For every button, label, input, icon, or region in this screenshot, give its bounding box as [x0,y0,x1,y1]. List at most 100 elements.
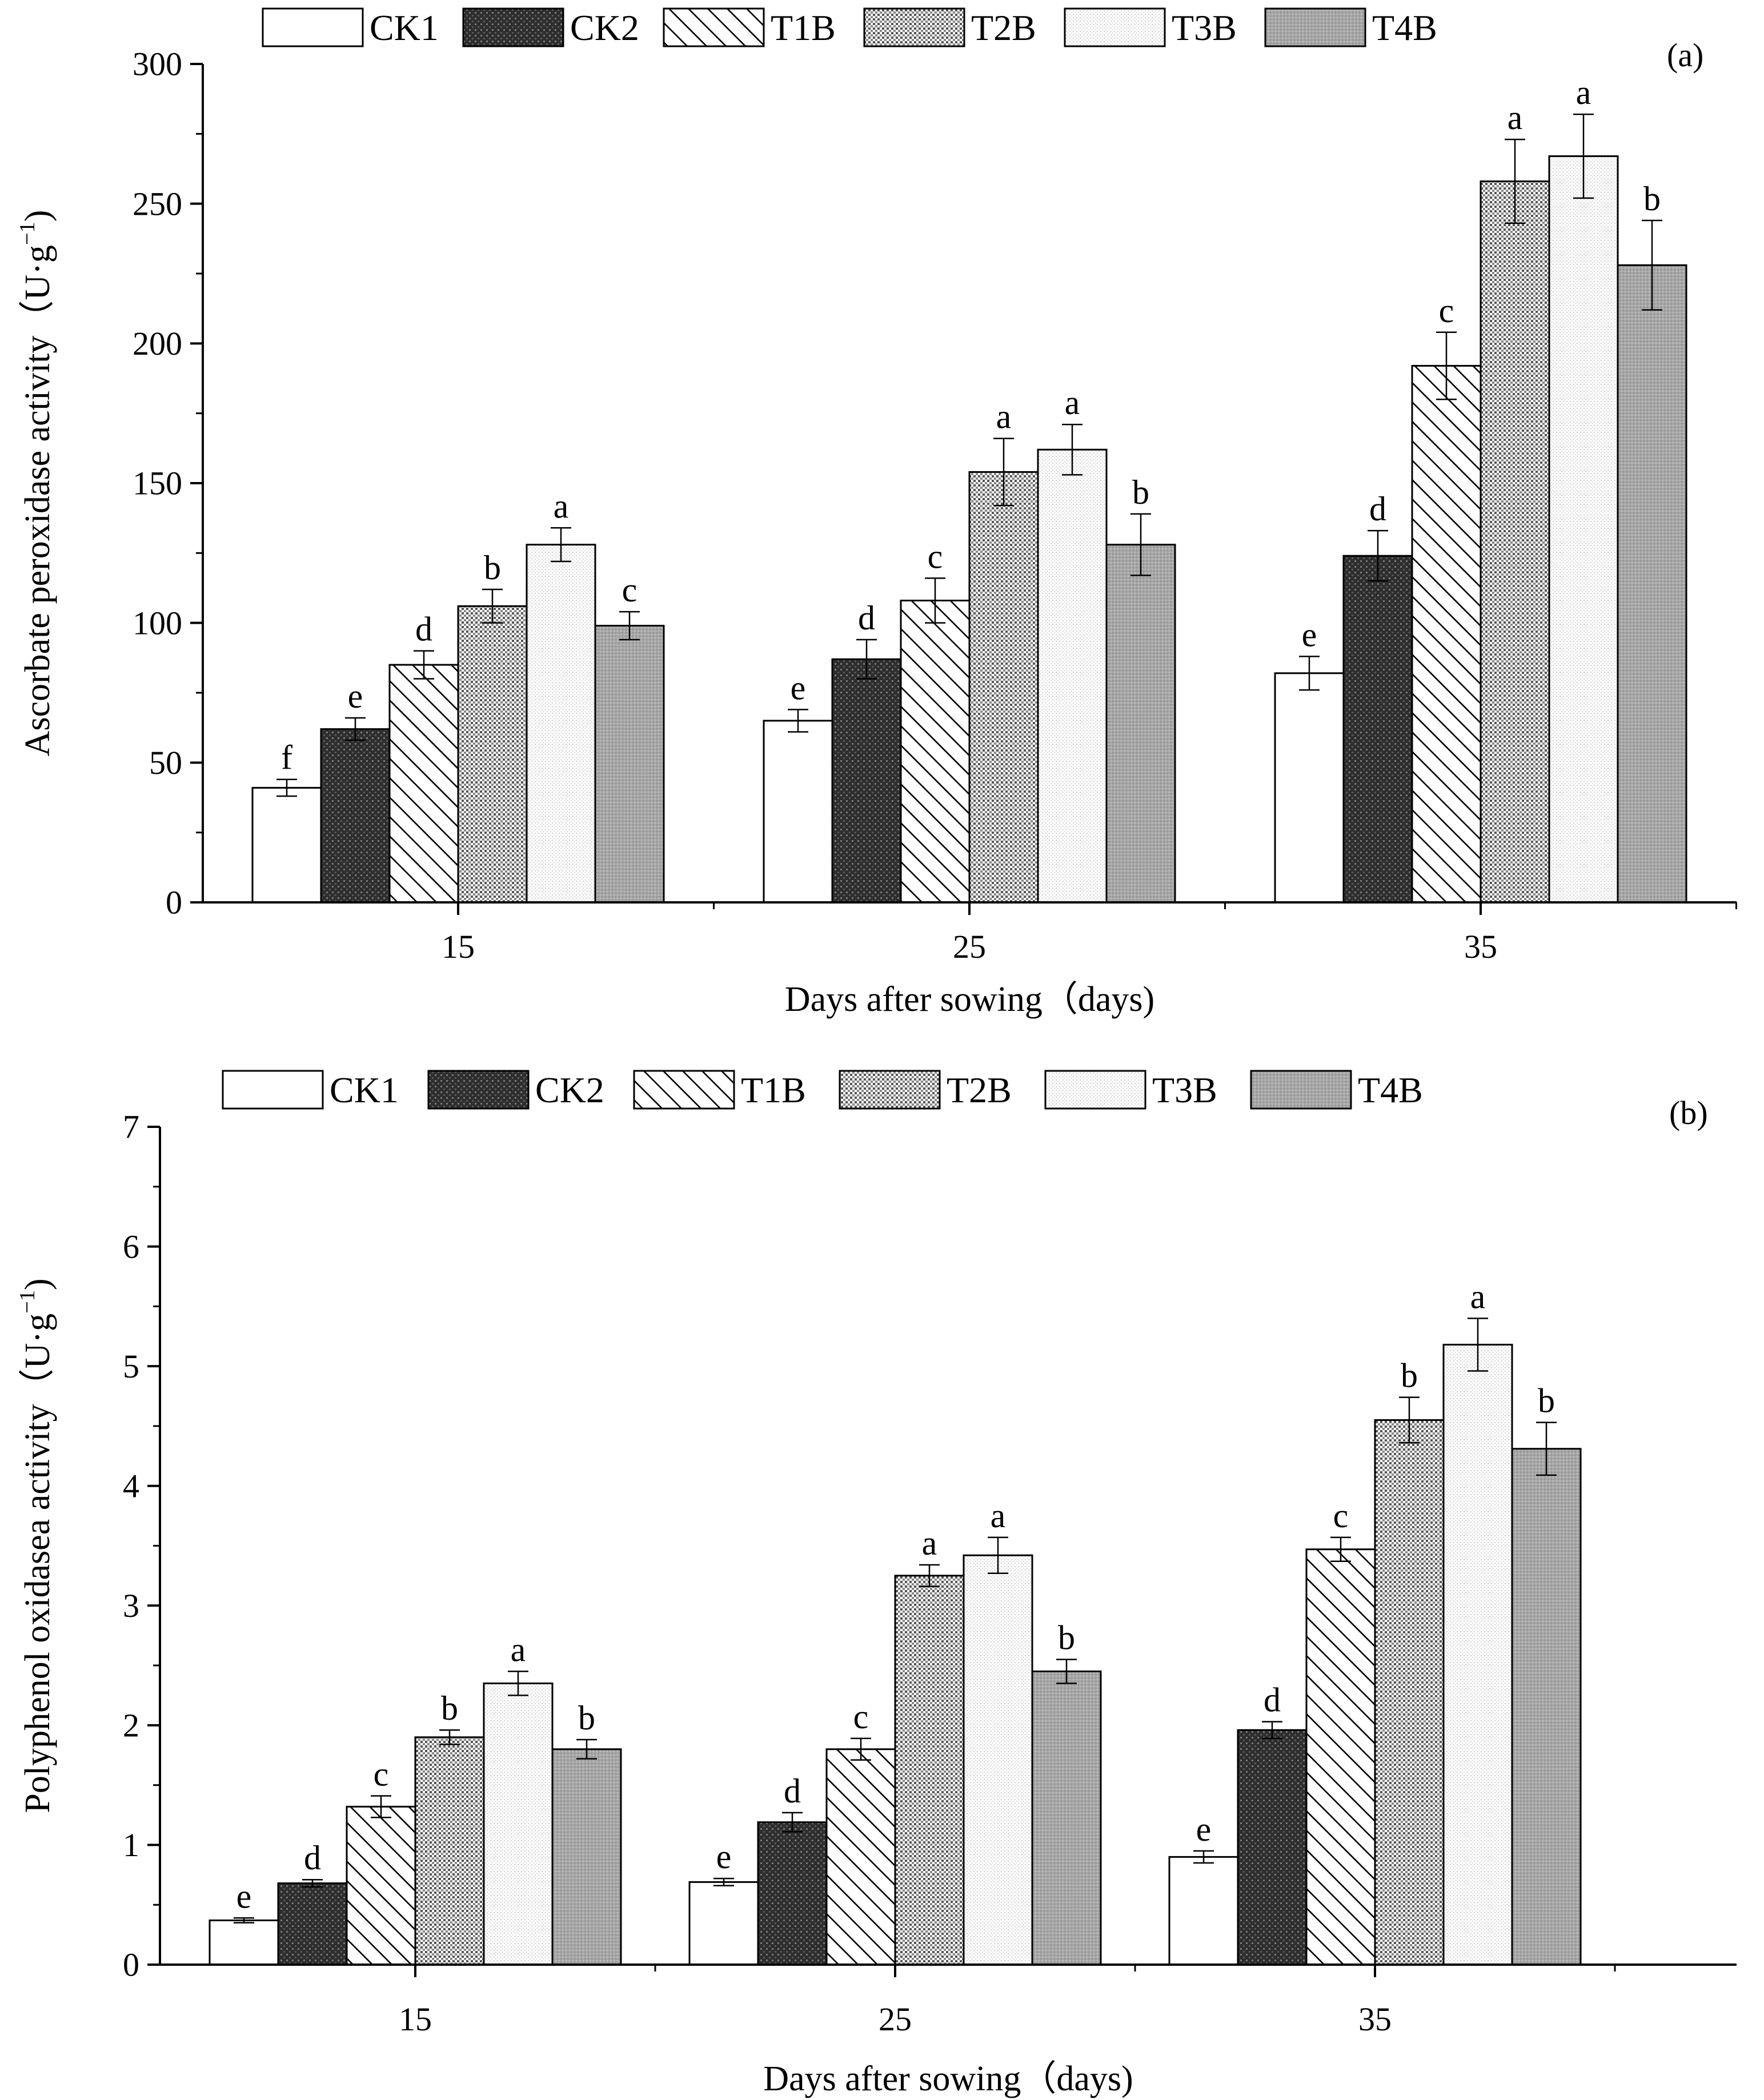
y-tick-label: 6 [123,1228,139,1265]
bar-t1b [1411,364,1482,904]
panel-label: (a) [1667,37,1703,74]
error-bar [851,1737,871,1761]
error-bar [919,1564,940,1588]
x-tick-label: 25 [879,2001,912,2038]
significance-letter: d [304,1839,321,1877]
bar-ck2 [320,728,391,904]
error-bar [993,437,1014,507]
significance-letter: b [578,1699,595,1737]
significance-letter: a [996,398,1012,436]
significance-letter: d [858,599,875,637]
bar-ck1 [688,1881,759,1966]
panel-a: CK1 CK2 T1B T2B T3B T4B (a) Ascorbate pe… [15,7,1737,1019]
y-tick-label: 50 [149,744,182,781]
y-tick-label: 0 [166,884,182,921]
significance-letter: a [1065,384,1080,421]
error-bar [1436,331,1457,400]
y-tick-label: 5 [123,1348,139,1385]
error-bar [1062,423,1083,476]
y-tick-label: 4 [123,1467,139,1504]
y-axis-title: Polyphenol oxidasea activity（U·g−1) [15,1278,57,1813]
error-bar [1399,1396,1420,1444]
x-tick-label: 15 [399,2001,432,2038]
error-bar [782,1812,803,1833]
significance-letter: d [784,1772,801,1810]
bar-ck2 [831,658,902,904]
legend-entry-ck1: CK1 [222,1070,399,1110]
legend-label-t4b: T4B [1372,7,1437,48]
error-bar [788,709,808,733]
legend-swatch-t2b [863,7,965,47]
legend-swatch-t4b [1264,7,1366,47]
error-bar [276,778,297,797]
significance-letter: a [991,1497,1006,1535]
legend-label-t1b: T1B [741,1070,806,1110]
legend-swatch-ck1 [222,1070,324,1110]
y-tick-label: 3 [123,1587,139,1624]
error-bar [1642,219,1662,311]
significance-letter: a [922,1524,937,1562]
bar-t1b [1305,1548,1376,1966]
significance-letter: e [236,1877,252,1915]
bar-ck1 [251,786,322,904]
y-axis-title-main: Ascorbate peroxidase activity（U·g [18,245,57,756]
x-axis-title: Days after sowing（days) [785,980,1154,1019]
significance-letter: e [791,669,806,706]
significance-letter: c [853,1698,869,1736]
legend-label-ck1: CK1 [330,1070,399,1110]
error-bar [619,611,640,641]
significance-letter: c [1333,1497,1349,1535]
legend-entry-t1b: T1B [633,1070,806,1110]
legend-label-t2b: T2B [947,1070,1012,1110]
significance-letter: c [928,537,943,575]
bar-ck2 [1342,555,1413,904]
bar-ck1 [1274,672,1345,904]
significance-letter: a [511,1631,526,1669]
significance-letter: d [1369,490,1386,528]
legend-swatch-t3b [1064,7,1166,47]
significance-letter: b [1538,1382,1555,1420]
x-tick-label: 35 [1464,928,1497,965]
error-bar [1262,1721,1282,1740]
legend-entry-t4b: T4B [1264,7,1437,48]
legend-swatch-t3b [1044,1070,1146,1110]
x-tick-labels: 15 25 35 [442,928,1497,965]
panel-b: CK1 CK2 T1B T2B T3B T4B (b) Polyphenol o… [15,1070,1737,2098]
bar-t3b [483,1683,554,1966]
bar-t1b [346,1805,416,1966]
bar-t4b [594,625,665,904]
y-tick-label: 0 [123,1946,139,1983]
significance-letter: e [1196,1810,1212,1848]
y-tick-labels: 0 1 2 3 4 5 6 7 [123,1109,139,1983]
error-bar [371,1795,391,1818]
error-bar [439,1729,460,1745]
significance-letter: b [1401,1357,1418,1395]
legend-swatch-ck1 [262,7,364,47]
error-bar [1130,513,1151,576]
legend: CK1 CK2 T1B T2B T3B T4B [262,7,1437,48]
error-bar [1193,1850,1214,1864]
y-axis-title-close: ) [18,210,57,222]
significance-letter: b [484,549,501,587]
legend: CK1 CK2 T1B T2B T3B T4B [222,1070,1423,1110]
legend-entry-t3b: T3B [1044,1070,1217,1110]
y-tick-labels: 0 50 100 150 200 250 300 [133,46,182,921]
bar-ck1 [1168,1856,1239,1966]
plot-marks: e d c b a b e d c a a b e d c b a b [147,1126,1737,1977]
error-bar [1536,1422,1557,1476]
bar-t1b [900,600,971,904]
error-bar [1573,113,1594,199]
error-bar [345,717,366,741]
significance-letter: b [1058,1619,1075,1657]
significance-letter: c [622,571,638,609]
y-axis-title-superscript: −1 [15,222,39,245]
legend-label-t3b: T3B [1152,1070,1217,1110]
y-tick-label: 200 [133,325,182,362]
bar-t3b [1442,1343,1513,1966]
y-tick-label: 7 [123,1109,139,1146]
bar-t1b [825,1748,896,1966]
legend-entry-t4b: T4B [1250,1070,1423,1110]
bar-t2b [457,605,528,904]
error-bar [1330,1536,1351,1562]
legend-label-t4b: T4B [1358,1070,1423,1110]
